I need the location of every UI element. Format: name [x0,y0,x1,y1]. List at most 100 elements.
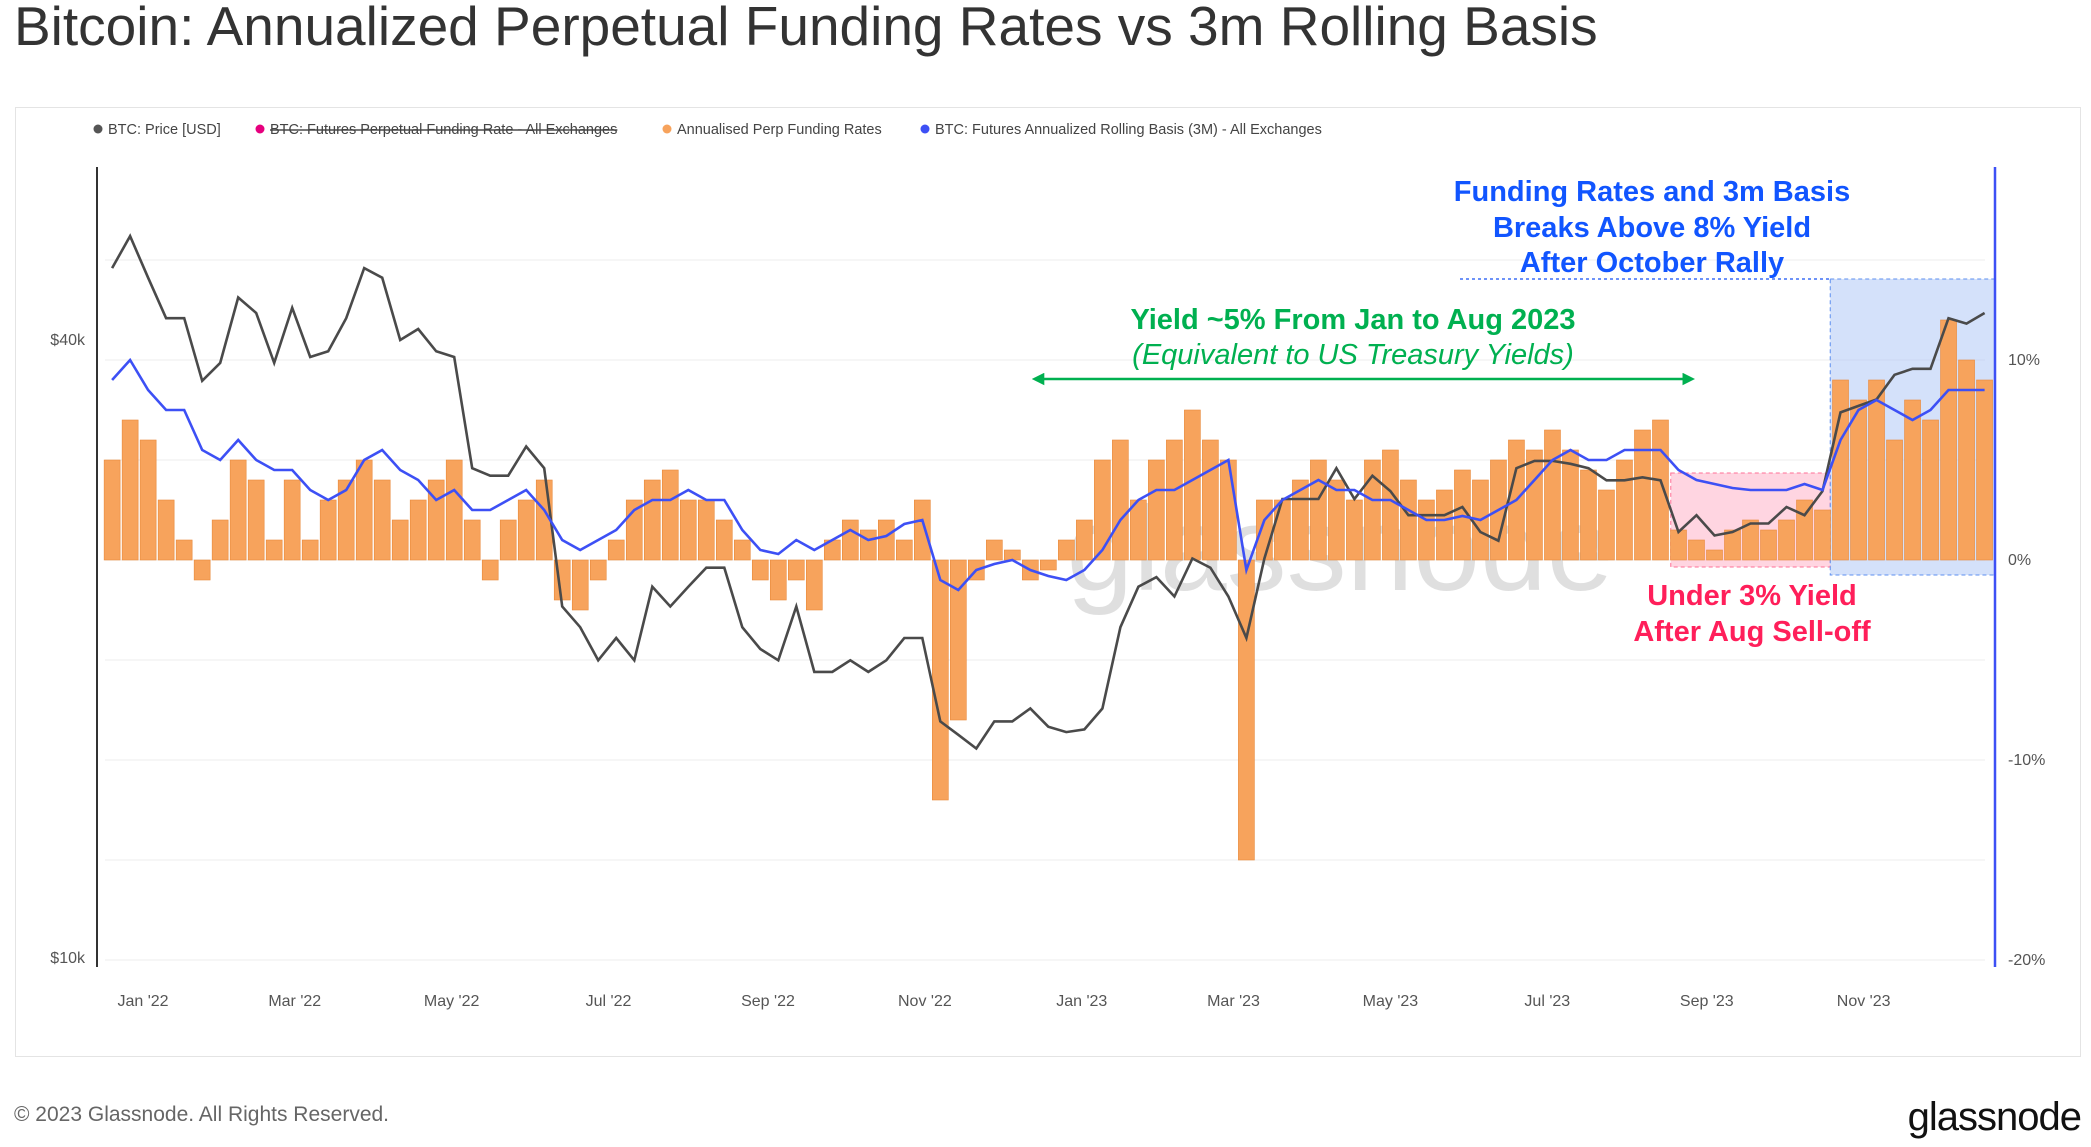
funding-bar [1742,519,1759,561]
funding-bar [950,559,967,721]
funding-bar [986,539,1003,561]
funding-bar [1094,459,1111,561]
funding-bar [1652,419,1669,561]
x-tick-label: Mar '22 [268,993,321,1010]
funding-bar [1400,479,1417,561]
funding-bar [283,479,301,561]
legend: BTC: Price [USD] BTC: Futures Perpetual F… [93,122,1322,138]
page-title: Bitcoin: Annualized Perpetual Funding Ra… [14,0,1598,57]
copyright-footer: © 2023 Glassnode. All Rights Reserved. [14,1103,390,1126]
grid [105,259,1985,961]
funding-bar [193,559,211,581]
funding-bar [337,479,355,561]
funding-bar [1598,489,1615,561]
x-axis-ticks: Jan '22 Mar '22 May '22 Jul '22 Sep '22 Nov '… [117,993,1890,1010]
legend-item[interactable]: BTC: Futures Annualized Rolling Basis (3… [935,122,1322,138]
funding-bar [103,459,121,561]
funding-bar [1436,489,1453,561]
x-tick-label: May '23 [1363,993,1419,1010]
legend-marker [93,124,103,134]
funding-bar [1418,499,1435,561]
basis-line [111,357,1985,592]
funding-bar [1256,499,1273,561]
funding-bar [860,529,877,561]
funding-bar [1850,399,1867,561]
price-line [110,233,1986,751]
funding-bar [697,499,715,561]
blue-annotation-line2: Breaks Above 8% Yield [1493,212,1811,244]
x-tick-label: Mar '23 [1207,993,1260,1010]
funding-bars [103,319,1993,861]
funding-bar [481,559,499,581]
funding-bar [319,499,337,561]
legend-item[interactable]: Annualised Perp Funding Rates [677,122,882,138]
funding-bar [301,539,319,561]
red-annotation-line1: Under 3% Yield [1647,580,1857,612]
funding-bar [607,539,625,561]
funding-bar [1310,459,1327,561]
funding-bar [1004,549,1021,561]
funding-bar [139,439,157,561]
funding-bar [1526,449,1543,561]
funding-bar [1058,539,1075,561]
funding-bar [1130,499,1147,561]
funding-bar [787,559,805,581]
legend-item[interactable]: BTC: Futures Perpetual Funding Rate - Al… [270,122,617,138]
funding-bar [1922,419,1939,561]
funding-bar [229,459,247,561]
funding-bar [427,479,445,561]
funding-bar [1148,459,1165,561]
funding-bar [391,519,409,561]
left-tick-label: $10k [50,950,86,967]
funding-bar [841,519,859,561]
funding-bar [517,499,535,561]
funding-bar [589,559,607,581]
funding-bar [1868,379,1885,561]
left-axis-ticks: $40k $10k [50,332,86,967]
funding-bar [1580,469,1597,561]
x-tick-label: Jan '23 [1056,993,1107,1010]
right-tick-label: -10% [2008,752,2045,769]
funding-bar [1364,459,1381,561]
funding-bar [1040,559,1057,571]
x-tick-label: Sep '22 [741,993,795,1010]
funding-bar [1166,439,1183,561]
funding-bar [1796,499,1813,561]
funding-bar [805,559,823,611]
right-tick-label: 10% [2008,352,2040,369]
legend-marker [255,124,265,134]
funding-bar [1778,519,1795,561]
funding-bar [1220,459,1237,561]
funding-bar [1202,439,1219,561]
x-tick-label: Nov '22 [898,993,952,1010]
funding-bar [121,419,139,561]
funding-bar [463,519,481,561]
funding-bar [661,469,679,561]
funding-bar [1112,439,1129,561]
x-tick-label: Sep '23 [1680,993,1734,1010]
funding-bar [1814,509,1831,561]
funding-bar [1724,529,1741,561]
funding-bar [1706,549,1723,561]
legend-item[interactable]: BTC: Price [USD] [108,122,221,138]
chart-frame [15,107,2081,1057]
funding-bar [445,459,463,561]
funding-bar [1382,449,1399,561]
right-axis-ticks: 10% 0% -10% -20% [2008,352,2045,969]
funding-bar [1904,399,1921,561]
red-annotation-line2: After Aug Sell-off [1633,616,1871,648]
x-tick-label: May '22 [424,993,480,1010]
funding-bar [211,519,229,561]
glassnode-logo: glassnode [1907,1095,2082,1139]
funding-bar [1976,379,1993,561]
funding-bar [769,559,787,601]
funding-bar [157,499,175,561]
funding-bar [1760,529,1777,561]
funding-bar [751,559,769,581]
funding-bar [878,519,895,561]
funding-bar [247,479,265,561]
funding-bar [499,519,517,561]
funding-bar [571,559,589,611]
funding-bar [175,539,193,561]
